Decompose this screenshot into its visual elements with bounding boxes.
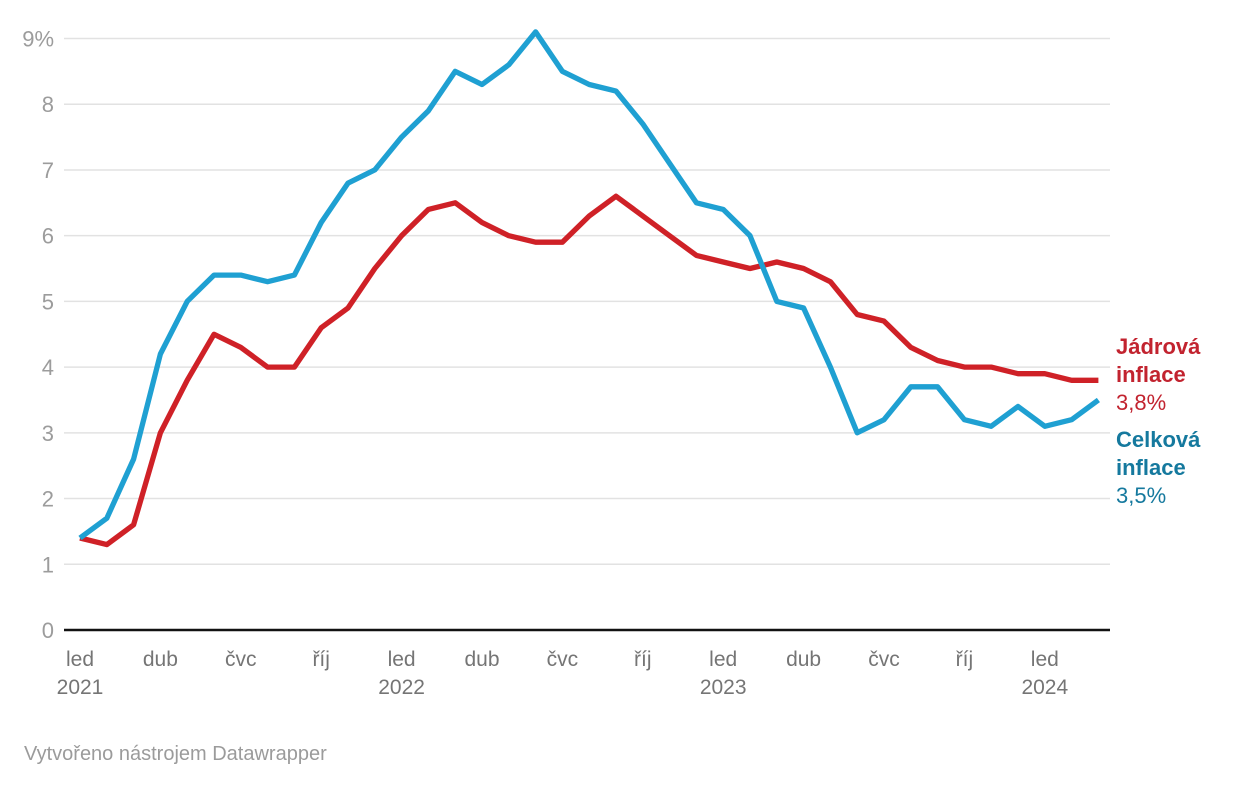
x-tick-year-label: 2022 (378, 676, 425, 699)
x-tick-month-label: čvc (868, 648, 900, 671)
x-tick-month-label: led (1031, 648, 1059, 671)
legend-value-headline: 3,5% (1116, 483, 1167, 508)
y-tick-label: 4 (42, 355, 54, 380)
y-tick-label: 2 (42, 487, 54, 512)
x-tick-month-label: říj (634, 648, 652, 671)
legend-label-core: Jádrová inflace (1116, 334, 1201, 387)
legend-value-core: 3,8% (1116, 390, 1167, 415)
x-tick-month-label: dub (786, 648, 821, 671)
y-tick-label: 8 (42, 92, 54, 117)
y-tick-label: 1 (42, 552, 54, 577)
y-tick-label: 9% (22, 27, 54, 52)
y-tick-label: 6 (42, 224, 54, 249)
legend-item-headline: Celková inflace 3,5% (1116, 426, 1238, 510)
y-tick-label: 5 (42, 289, 54, 314)
legend-label-headline: Celková inflace (1116, 427, 1201, 480)
series-labels: Jádrová inflace 3,8% Celková inflace 3,5… (1116, 333, 1238, 510)
y-tick-label: 7 (42, 158, 54, 183)
x-tick-month-label: čvc (547, 648, 579, 671)
x-tick-month-label: říj (312, 648, 330, 671)
series-line-jadrova-inflace (79, 193, 1099, 548)
y-axis-tick-labels: 9% 8 7 6 5 4 3 2 1 0 (22, 27, 54, 644)
x-tick-month-label: dub (464, 648, 499, 671)
x-tick-month-label: říj (956, 648, 974, 671)
x-tick-year-label: 2021 (57, 676, 104, 699)
y-tick-label: 3 (42, 421, 54, 446)
datawrapper-attribution-link[interactable]: Vytvořeno nástrojem Datawrapper (24, 743, 327, 765)
series-line-celkova-inflace (78, 29, 1100, 541)
gridlines (64, 37, 1110, 632)
x-tick-month-label: dub (143, 648, 178, 671)
x-axis-tick-labels: led 2021 dub čvc říj led 2022 dub čvc říj led 2023 d… (57, 648, 1069, 699)
y-tick-label: 0 (42, 618, 54, 643)
x-tick-month-label: led (66, 648, 94, 671)
x-tick-year-label: 2023 (700, 676, 747, 699)
x-tick-year-label: 2024 (1021, 676, 1068, 699)
x-tick-month-label: led (388, 648, 416, 671)
x-tick-month-label: led (709, 648, 737, 671)
legend-item-core: Jádrová inflace 3,8% (1116, 333, 1238, 417)
x-tick-month-label: čvc (225, 648, 257, 671)
